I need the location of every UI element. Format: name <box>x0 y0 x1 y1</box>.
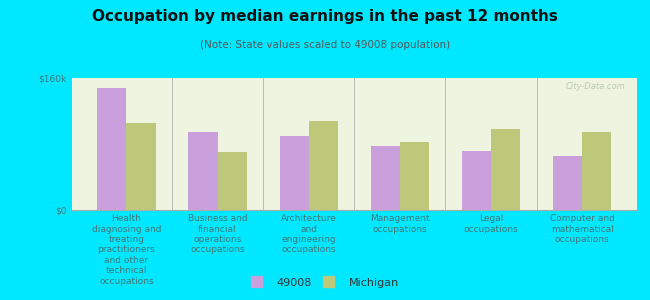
Bar <box>582 132 611 210</box>
Bar <box>491 129 520 210</box>
Bar <box>126 123 155 210</box>
Bar <box>370 146 400 210</box>
Bar <box>188 132 218 210</box>
Bar <box>280 136 309 210</box>
Legend: 49008, Michigan: 49008, Michigan <box>248 274 402 291</box>
Bar <box>309 121 338 210</box>
Bar <box>553 156 582 210</box>
Bar <box>462 151 491 210</box>
Bar <box>98 88 126 210</box>
Text: City-Data.com: City-Data.com <box>566 82 626 91</box>
Bar <box>218 152 247 210</box>
Text: (Note: State values scaled to 49008 population): (Note: State values scaled to 49008 popu… <box>200 40 450 50</box>
Bar <box>400 142 429 210</box>
Text: Occupation by median earnings in the past 12 months: Occupation by median earnings in the pas… <box>92 9 558 24</box>
